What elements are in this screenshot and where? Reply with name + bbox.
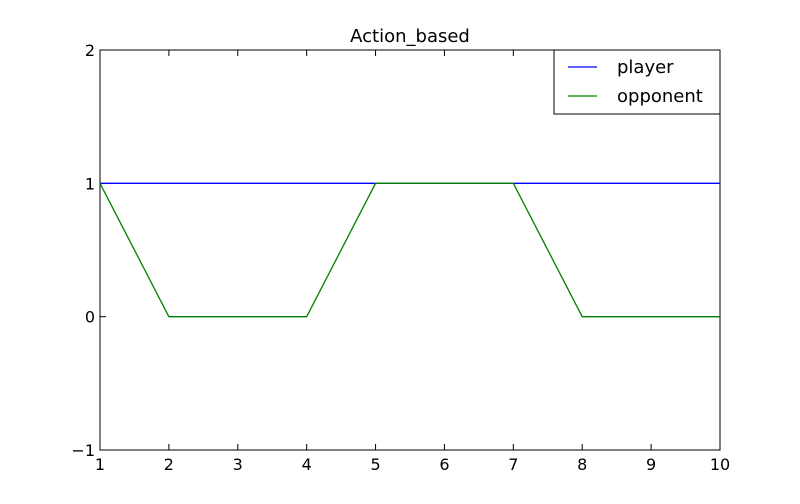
x-tick-label: 10 — [710, 455, 730, 474]
y-tick-label: 0 — [85, 308, 95, 327]
legend-label-player: player — [617, 57, 674, 78]
x-tick-label: 9 — [646, 455, 656, 474]
y-tick-label: 2 — [85, 41, 95, 60]
legend-label-opponent: opponent — [617, 86, 703, 107]
x-tick-label: 2 — [164, 455, 174, 474]
x-tick-label: 8 — [577, 455, 587, 474]
x-tick-label: 5 — [370, 455, 380, 474]
y-tick-label: 1 — [85, 174, 95, 193]
x-tick-label: 3 — [233, 455, 243, 474]
y-tick-label: −1 — [71, 441, 95, 460]
chart-title: Action_based — [350, 26, 470, 47]
series-line-opponent — [99, 182, 720, 318]
legend-box — [553, 49, 721, 115]
x-tick-label: 4 — [302, 455, 312, 474]
plot-area: 1 2 3 4 5 6 7 8 9 10 −1 0 1 2 player opponent — [71, 41, 730, 474]
x-tick-label: 6 — [439, 455, 449, 474]
x-tick-label: 1 — [95, 455, 105, 474]
x-tick-label: 7 — [508, 455, 518, 474]
plot-frame — [99, 49, 721, 451]
